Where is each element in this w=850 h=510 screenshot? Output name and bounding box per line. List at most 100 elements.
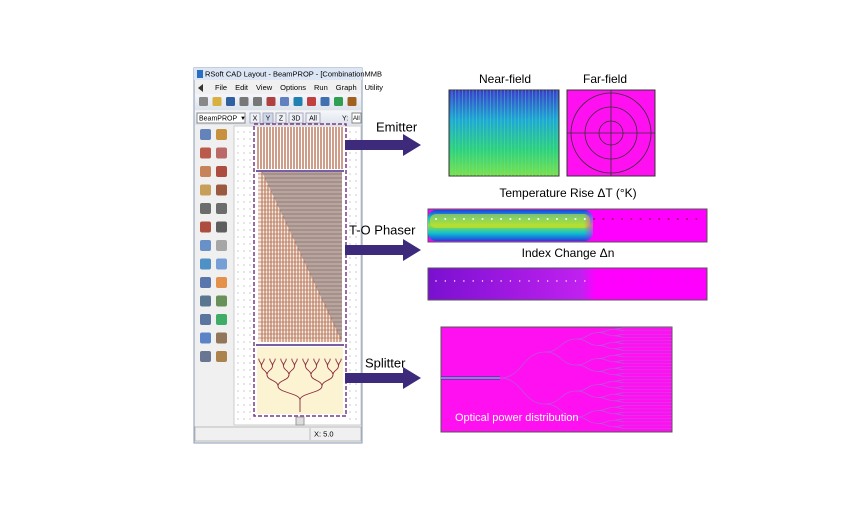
arrow — [345, 134, 421, 156]
toolbar-button[interactable] — [212, 97, 222, 106]
toolbar-button[interactable] — [334, 97, 343, 106]
view-button[interactable] — [305, 112, 321, 124]
dot — [349, 390, 351, 392]
device-layout — [256, 127, 344, 414]
tool-button[interactable] — [216, 277, 227, 288]
toolbar-button[interactable] — [253, 97, 262, 106]
tool-button[interactable] — [216, 129, 227, 140]
tool-button[interactable] — [216, 258, 227, 270]
heater-dot — [611, 218, 614, 220]
dot — [243, 173, 245, 175]
toolbar-button[interactable] — [320, 97, 330, 106]
dot — [355, 369, 357, 371]
design-boundary — [253, 123, 347, 417]
tool-button[interactable] — [216, 314, 227, 325]
index-dot — [574, 280, 577, 282]
menu-item[interactable]: View — [256, 83, 273, 92]
menu-item[interactable]: Run — [314, 83, 328, 92]
dot — [355, 215, 357, 217]
dot — [243, 131, 245, 133]
toolbar-button[interactable] — [293, 97, 303, 106]
tool-button[interactable] — [200, 221, 211, 233]
beam-branch — [576, 364, 599, 372]
callout-emitter: Emitter — [376, 119, 418, 134]
view-button[interactable] — [275, 112, 287, 124]
toolbar-button[interactable] — [347, 97, 357, 106]
dot — [237, 355, 239, 357]
temp-core — [430, 214, 590, 228]
tool-button[interactable] — [216, 147, 227, 159]
tool-button[interactable] — [216, 295, 227, 307]
dot — [243, 411, 245, 413]
cad-window: RSoft CAD Layout - BeamPROP - [Combinati… — [193, 67, 384, 444]
dot — [355, 236, 357, 238]
view-button[interactable] — [262, 112, 274, 124]
tool-button[interactable] — [216, 332, 227, 344]
dot — [355, 348, 357, 350]
dot — [349, 355, 351, 357]
dot — [355, 299, 357, 301]
toolbar-button[interactable] — [266, 97, 276, 106]
tool-button[interactable] — [200, 203, 211, 214]
dot — [355, 418, 357, 420]
dot — [355, 313, 357, 315]
view-button[interactable] — [288, 112, 304, 124]
dot — [355, 180, 357, 182]
dot — [243, 236, 245, 238]
tool-button[interactable] — [216, 240, 227, 251]
tool-button[interactable] — [216, 166, 227, 177]
splitter-branch — [313, 358, 320, 366]
heater-dot — [648, 218, 651, 220]
dot — [355, 404, 357, 406]
dot — [249, 404, 251, 406]
tool-button[interactable] — [216, 351, 227, 362]
index-dot — [602, 280, 605, 282]
tool-button[interactable] — [200, 258, 211, 270]
beam-branch — [576, 416, 599, 424]
dot — [243, 369, 245, 371]
tool-button[interactable] — [200, 277, 211, 288]
view-button[interactable] — [249, 112, 261, 124]
tool-button[interactable] — [200, 314, 211, 325]
tool-button[interactable] — [200, 295, 211, 307]
menu-item[interactable]: Graph — [336, 83, 357, 92]
menu-item[interactable]: Options — [280, 83, 306, 92]
menu-item[interactable]: Edit — [235, 83, 249, 92]
y-field[interactable] — [351, 112, 362, 124]
toolbar-button[interactable] — [226, 97, 235, 106]
toolbar-button[interactable] — [280, 97, 289, 106]
tool-button[interactable] — [216, 184, 227, 196]
dot — [249, 334, 251, 336]
tool-button[interactable] — [200, 129, 211, 140]
dot — [249, 285, 251, 287]
tool-button[interactable] — [200, 147, 211, 159]
menu-item[interactable]: Utility — [365, 83, 384, 92]
toolbar-button[interactable] — [307, 97, 316, 106]
tool-button[interactable] — [200, 351, 211, 362]
scroll-thumb[interactable] — [295, 416, 305, 426]
dot — [349, 341, 351, 343]
dot — [349, 173, 351, 175]
tool-button[interactable] — [216, 221, 227, 233]
dot — [349, 418, 351, 420]
tool-button[interactable] — [200, 240, 211, 251]
dot — [355, 243, 357, 245]
dot — [237, 390, 239, 392]
beam-branch — [613, 406, 625, 410]
toolbar-button[interactable] — [239, 97, 249, 106]
tool-button[interactable] — [200, 332, 211, 344]
tool-button[interactable] — [216, 203, 227, 214]
dot — [243, 152, 245, 154]
toolbar-button[interactable] — [199, 97, 208, 106]
dot — [243, 362, 245, 364]
dot — [349, 404, 351, 406]
menu-item[interactable]: File — [215, 83, 227, 92]
dot — [249, 138, 251, 140]
dot — [243, 201, 245, 203]
program-select[interactable] — [196, 112, 246, 124]
dot — [349, 187, 351, 189]
tool-button[interactable] — [200, 184, 211, 196]
index-dot — [621, 280, 623, 282]
window-title: RSoft CAD Layout - BeamPROP - [Combinati… — [205, 69, 382, 78]
tool-button[interactable] — [200, 166, 211, 177]
